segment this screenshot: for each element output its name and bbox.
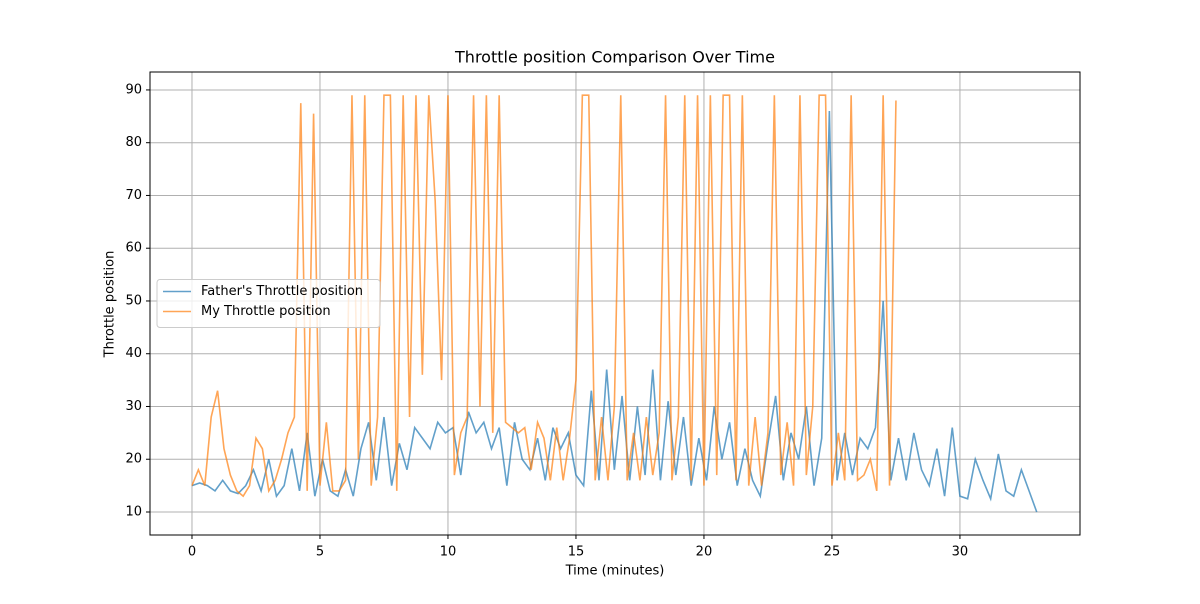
y-tick-label: 80 xyxy=(125,135,142,150)
legend-label: My Throttle position xyxy=(201,304,331,319)
y-tick-label: 60 xyxy=(125,241,142,256)
y-tick-label: 90 xyxy=(125,82,142,97)
x-tick-label: 25 xyxy=(824,545,841,560)
y-axis-label: Throttle position xyxy=(103,251,118,359)
x-tick-label: 15 xyxy=(568,545,585,560)
y-tick-label: 40 xyxy=(125,346,142,361)
axes-frame xyxy=(149,71,1081,536)
chart-title: Throttle position Comparison Over Time xyxy=(454,48,775,67)
y-tick-label: 20 xyxy=(125,452,142,467)
series-line xyxy=(191,94,897,498)
y-tick-label: 70 xyxy=(125,188,142,203)
x-tick-label: 10 xyxy=(440,545,457,560)
legend-label: Father's Throttle position xyxy=(201,284,363,299)
legend-box xyxy=(156,279,381,328)
x-tick-label: 20 xyxy=(696,545,713,560)
y-tick-label: 10 xyxy=(125,504,142,519)
x-tick-label: 5 xyxy=(316,545,324,560)
series-line xyxy=(191,111,1038,513)
x-tick-label: 0 xyxy=(188,545,196,560)
x-axis-label: Time (minutes) xyxy=(565,564,665,579)
y-tick-label: 30 xyxy=(125,399,142,414)
x-tick-label: 30 xyxy=(952,545,969,560)
y-tick-label: 50 xyxy=(125,293,142,308)
